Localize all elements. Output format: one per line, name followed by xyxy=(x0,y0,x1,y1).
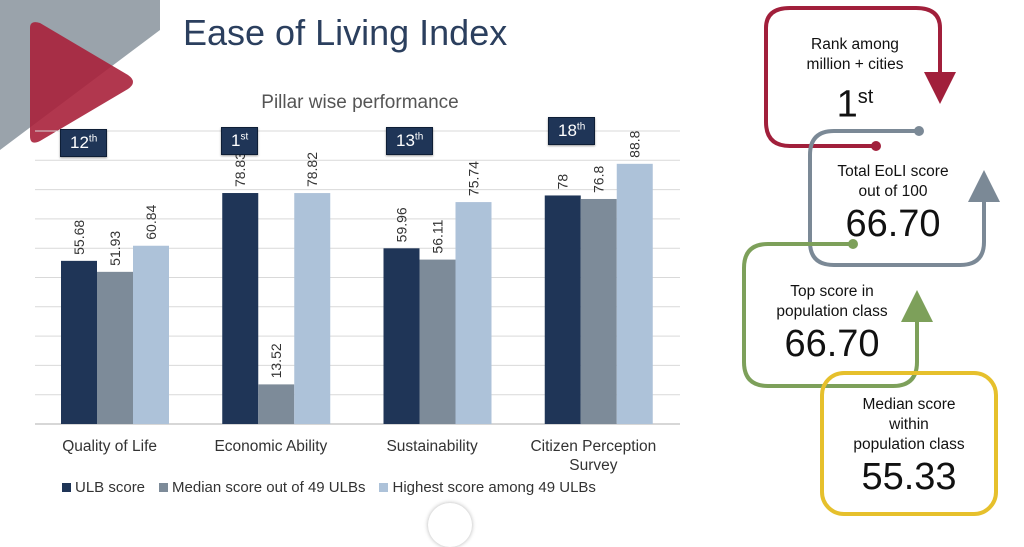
legend-swatch-highest xyxy=(379,483,389,492)
median-label-line1: Median score xyxy=(862,396,956,413)
median-score-box: Median score within population class 55.… xyxy=(826,395,992,499)
total-loop-dot xyxy=(914,126,924,136)
data-label: 59.96 xyxy=(394,207,410,242)
chart-legend: ULB score Median score out of 49 ULBs Hi… xyxy=(62,479,596,496)
median-value: 55.33 xyxy=(861,456,957,498)
bar xyxy=(455,202,492,424)
bar xyxy=(616,163,653,425)
legend-label-median: Median score out of 49 ULBs xyxy=(172,479,366,496)
data-label: 56.11 xyxy=(430,219,446,253)
page-title: Ease of Living Index xyxy=(183,12,508,53)
rank-badge-sustainability: 13th xyxy=(386,127,434,155)
bar xyxy=(222,193,259,424)
bar xyxy=(544,195,581,424)
bar xyxy=(383,248,420,424)
data-label: 76.8 xyxy=(591,166,607,193)
data-label: 78 xyxy=(555,174,571,190)
top-value: 66.70 xyxy=(784,323,880,365)
legend-item-ulb: ULB score xyxy=(62,479,145,496)
median-label-line2: within xyxy=(889,416,929,433)
rank-badge-economic-ability: 1st xyxy=(221,127,259,155)
median-label-line3: population class xyxy=(853,436,965,453)
bar xyxy=(133,245,169,424)
category-label: Quality of Life xyxy=(62,438,157,455)
median-box-border xyxy=(820,371,998,516)
rank-label-line2: million + cities xyxy=(806,56,904,73)
category-label: Survey xyxy=(569,457,617,474)
corner-decoration xyxy=(0,0,160,150)
data-label: 78.83 xyxy=(232,152,248,187)
rank-loop-dot xyxy=(871,141,881,151)
legend-swatch-ulb xyxy=(62,483,71,492)
top-loop xyxy=(742,242,933,388)
top-loop-dot xyxy=(848,239,858,249)
top-label-line2: population class xyxy=(776,303,888,320)
data-label: 88.8 xyxy=(627,130,643,157)
category-label: Citizen Perception xyxy=(530,438,656,455)
rank-box: Rank among million + cities 1st xyxy=(770,35,940,127)
total-loop xyxy=(808,129,1000,267)
bottom-handle[interactable] xyxy=(428,503,472,547)
legend-item-highest: Highest score among 49 ULBs xyxy=(379,479,596,496)
bar xyxy=(419,259,456,424)
top-score-box: Top score in population class 66.70 xyxy=(752,282,912,366)
data-label: 60.84 xyxy=(143,204,159,239)
bar xyxy=(97,271,133,424)
data-label: 13.52 xyxy=(268,343,284,378)
legend-label-ulb: ULB score xyxy=(75,479,146,496)
rank-loop xyxy=(764,6,956,148)
rank-badge-quality-of-life: 12th xyxy=(60,129,108,157)
bar xyxy=(580,198,617,424)
rank-badge-citizen-perception: 18th xyxy=(548,117,596,145)
total-label-line1: Total EoLI score xyxy=(837,163,949,180)
total-value: 66.70 xyxy=(845,203,941,245)
bar-chart: 55.68 51.93 60.84 Quality of Life 78.83 13.52… xyxy=(35,130,680,474)
rank-label-line1: Rank among xyxy=(811,36,899,53)
data-label: 51.93 xyxy=(107,231,123,266)
total-score-box: Total EoLI score out of 100 66.70 xyxy=(818,162,968,246)
legend-label-highest: Highest score among 49 ULBs xyxy=(392,479,596,496)
bar xyxy=(258,384,295,424)
category-label: Economic Ability xyxy=(214,438,327,455)
category-label: Sustainability xyxy=(386,438,478,455)
bar xyxy=(61,260,97,424)
data-label: 78.82 xyxy=(304,152,320,187)
legend-swatch-median xyxy=(159,483,169,492)
rank-value: 1st xyxy=(836,83,874,126)
legend-item-median: Median score out of 49 ULBs xyxy=(159,479,365,496)
data-label: 75.74 xyxy=(466,161,482,196)
summary-connector-loops xyxy=(742,6,1000,516)
chart-title: Pillar wise performance xyxy=(261,92,459,113)
red-play-shape xyxy=(30,22,133,143)
data-label: 55.68 xyxy=(71,220,87,255)
top-label-line1: Top score in xyxy=(790,283,874,300)
bar xyxy=(294,193,331,424)
total-label-line2: out of 100 xyxy=(858,183,928,200)
